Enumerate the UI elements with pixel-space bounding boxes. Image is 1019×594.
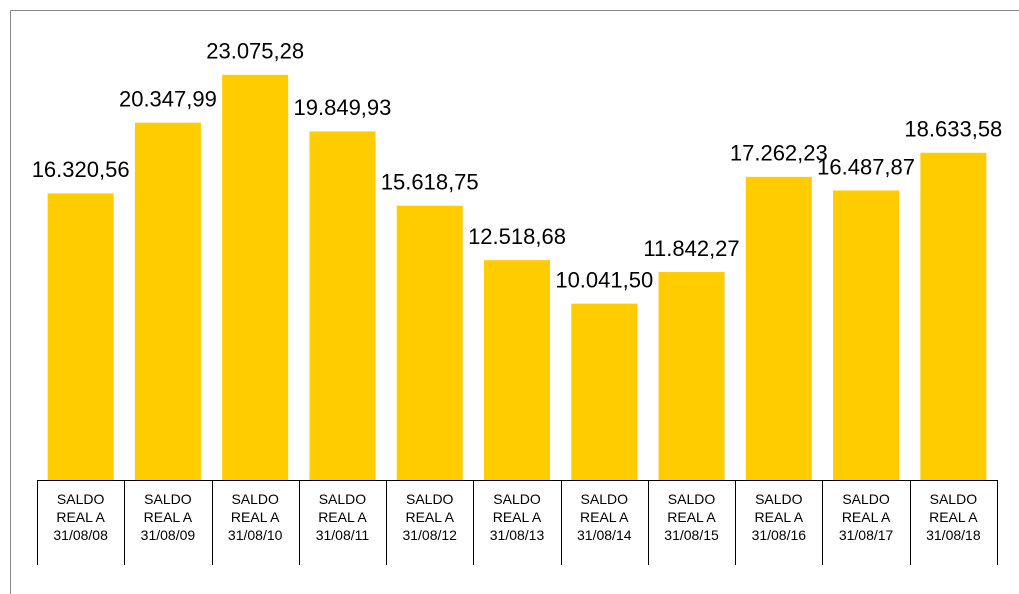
data-label: 16.487,87 bbox=[817, 154, 915, 179]
data-label: 10.041,50 bbox=[555, 267, 653, 292]
x-tick-label: SALDO REAL A 31/08/14 bbox=[577, 491, 632, 543]
bar bbox=[833, 190, 900, 480]
x-tick-label: SALDO REAL A 31/08/16 bbox=[751, 491, 807, 543]
x-tick-label: SALDO REAL A 31/08/10 bbox=[227, 491, 283, 543]
x-tick-label: SALDO REAL A 31/08/09 bbox=[140, 491, 196, 543]
bar bbox=[309, 131, 376, 480]
x-tick-label: SALDO REAL A 31/08/11 bbox=[315, 491, 370, 543]
data-label: 12.518,68 bbox=[468, 224, 566, 249]
data-label: 16.320,56 bbox=[32, 157, 130, 182]
data-label: 19.849,93 bbox=[294, 95, 392, 120]
data-label: 20.347,99 bbox=[119, 87, 217, 112]
bar bbox=[571, 303, 638, 480]
bar bbox=[47, 193, 114, 481]
x-tick-label: SALDO REAL A 31/08/18 bbox=[926, 491, 981, 543]
x-tick-label: SALDO REAL A 31/08/15 bbox=[664, 491, 719, 543]
x-tick-label: SALDO REAL A 31/08/08 bbox=[53, 491, 108, 543]
bar bbox=[745, 176, 812, 480]
data-label: 11.842,27 bbox=[643, 236, 739, 261]
bar bbox=[658, 272, 725, 480]
data-label: 17.262,23 bbox=[730, 141, 828, 166]
bar bbox=[134, 122, 201, 480]
x-tick-label: SALDO REAL A 31/08/12 bbox=[402, 491, 457, 543]
bar bbox=[222, 74, 289, 480]
data-label: 15.618,75 bbox=[381, 170, 479, 195]
bar bbox=[396, 205, 463, 481]
x-tick-label: SALDO REAL A 31/08/17 bbox=[838, 491, 894, 543]
data-label: 23.075,28 bbox=[206, 39, 304, 64]
bar bbox=[484, 260, 550, 480]
bar bbox=[920, 152, 987, 480]
data-label: 18.633,58 bbox=[904, 117, 1002, 142]
x-tick-label: SALDO REAL A 31/08/13 bbox=[489, 491, 545, 543]
